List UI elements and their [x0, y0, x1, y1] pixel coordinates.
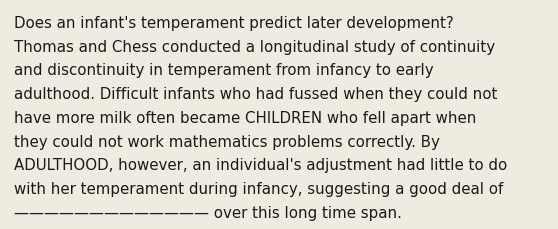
Text: have more milk often became CHILDREN who fell apart when: have more milk often became CHILDREN who…: [14, 110, 477, 125]
Text: with her temperament during infancy, suggesting a good deal of: with her temperament during infancy, sug…: [14, 181, 503, 196]
Text: and discontinuity in temperament from infancy to early: and discontinuity in temperament from in…: [14, 63, 434, 78]
Text: Thomas and Chess conducted a longitudinal study of continuity: Thomas and Chess conducted a longitudina…: [14, 40, 495, 55]
Text: Does an infant's temperament predict later development?: Does an infant's temperament predict lat…: [14, 16, 454, 31]
Text: adulthood. Difficult infants who had fussed when they could not: adulthood. Difficult infants who had fus…: [14, 87, 497, 102]
Text: ————————————— over this long time span.: ————————————— over this long time span.: [14, 205, 402, 220]
Text: ADULTHOOD, however, an individual's adjustment had little to do: ADULTHOOD, however, an individual's adju…: [14, 158, 507, 172]
Text: they could not work mathematics problems correctly. By: they could not work mathematics problems…: [14, 134, 440, 149]
